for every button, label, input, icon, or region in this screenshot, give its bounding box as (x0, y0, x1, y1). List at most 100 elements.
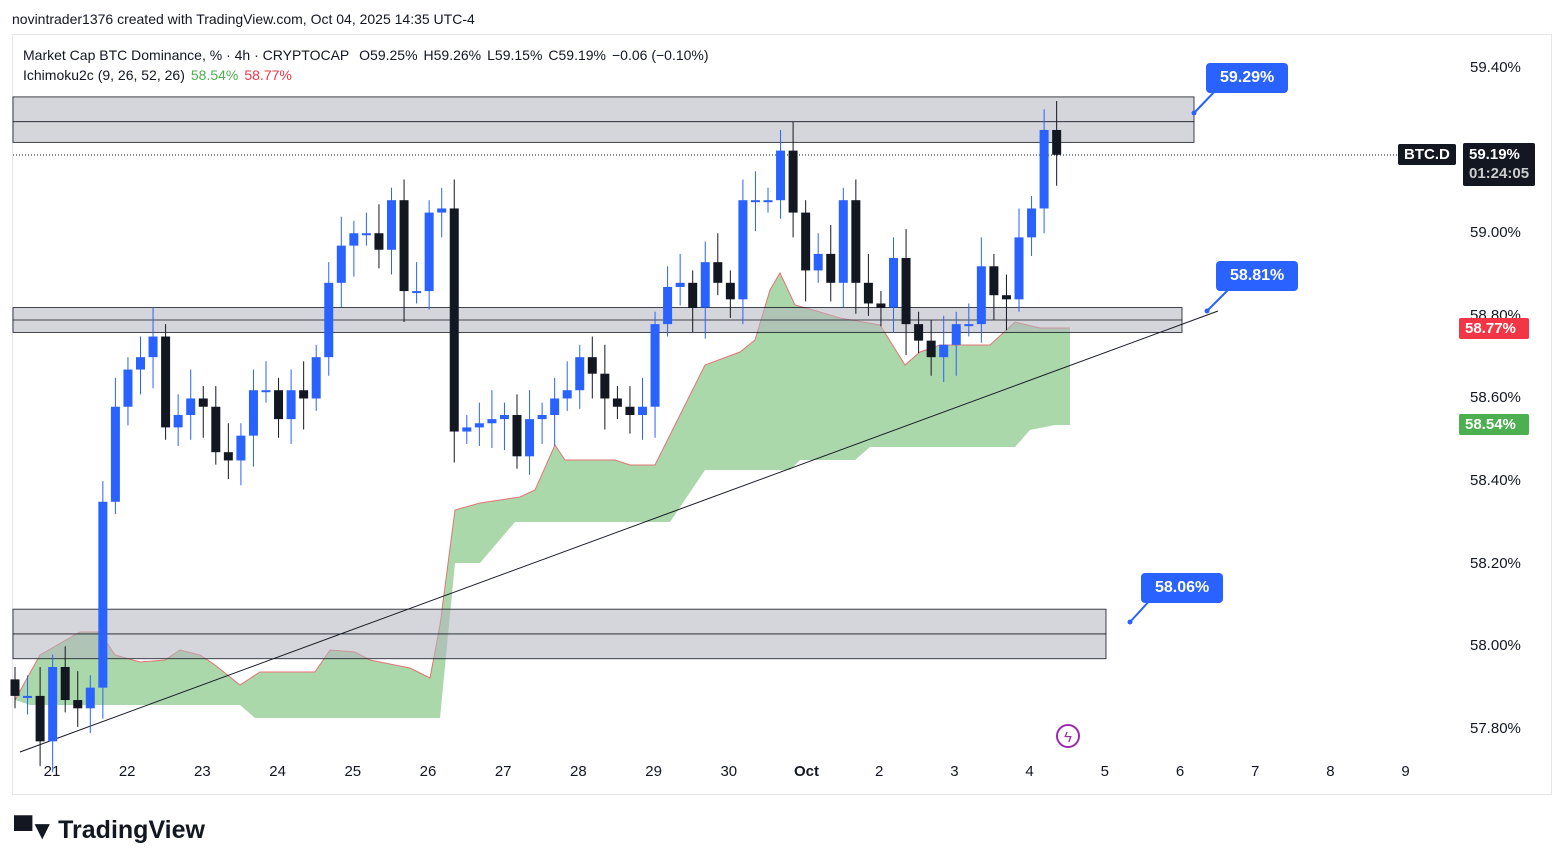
candle (939, 344, 949, 358)
candle (274, 390, 284, 420)
candle (650, 324, 660, 407)
candle (110, 406, 120, 502)
price-tick: 58.00% (1470, 637, 1521, 655)
candle (838, 200, 848, 283)
green-line-tag: 58.54% (1459, 414, 1529, 435)
candle (600, 373, 610, 399)
candle (625, 406, 635, 416)
symbol-tag: BTC.D (1398, 144, 1456, 165)
candle (48, 666, 58, 742)
time-tick: 22 (118, 763, 136, 780)
candle (763, 200, 773, 203)
price-callout-low[interactable]: 58.06% (1141, 573, 1224, 603)
candle (186, 398, 196, 416)
candle (738, 200, 748, 300)
candle (989, 266, 999, 296)
candle (976, 266, 986, 325)
candle (525, 419, 535, 457)
candle (136, 357, 145, 370)
candle (951, 324, 961, 345)
candle (60, 666, 70, 701)
price-tick: 59.00% (1470, 224, 1521, 242)
candle (512, 415, 522, 457)
time-tick: 5 (1100, 763, 1109, 780)
candle (1001, 295, 1011, 300)
candle (914, 324, 924, 341)
candle (286, 390, 296, 420)
price-callout-top[interactable]: 59.29% (1206, 63, 1289, 93)
tradingview-logo: ▀▼ TradingView (14, 815, 205, 845)
candle (123, 369, 133, 407)
time-tick: 7 (1251, 763, 1260, 780)
candle (788, 150, 798, 213)
candle (399, 200, 409, 292)
candle (73, 700, 83, 709)
candle (311, 357, 321, 399)
candle (926, 340, 936, 358)
candle (98, 501, 108, 688)
time-tick: 8 (1326, 763, 1335, 780)
candle (863, 282, 873, 304)
candle (23, 695, 33, 698)
last-price: 59.19% (1469, 146, 1520, 163)
candle (336, 245, 346, 283)
low-value: L59.15% (487, 47, 543, 63)
candle (537, 415, 547, 420)
candle (587, 357, 597, 374)
candle (85, 687, 95, 709)
indicator-title[interactable]: Ichimoku2c (9, 26, 52, 26) (23, 67, 185, 83)
chart-frame[interactable] (12, 34, 1552, 795)
candle (1039, 129, 1049, 209)
indicator-green-value: 58.54% (190, 67, 239, 83)
candle (324, 282, 334, 358)
candle (725, 282, 735, 300)
time-tick: 28 (570, 763, 587, 780)
symbol-title: Market Cap BTC Dominance, % · 4h · CRYPT… (23, 47, 350, 63)
anchor-point (1127, 619, 1133, 625)
price-tick: 58.60% (1470, 389, 1521, 407)
lightning-icon[interactable]: ϟ (1056, 724, 1080, 748)
price-tick: 57.80% (1470, 719, 1521, 737)
time-tick: 26 (419, 763, 437, 780)
price-tick: 58.40% (1470, 472, 1521, 490)
candle (663, 286, 673, 325)
last-price-tag: 59.19% 01:24:05 (1463, 143, 1536, 186)
candle (889, 258, 898, 308)
time-tick: 21 (43, 763, 61, 780)
candle (1052, 129, 1062, 155)
candle (211, 406, 221, 453)
time-tick: 3 (950, 763, 959, 780)
candle (161, 336, 171, 428)
time-tick: 9 (1401, 763, 1410, 780)
price-callout-mid[interactable]: 58.81% (1216, 261, 1299, 291)
candle (1027, 208, 1037, 238)
callout-pointer (1206, 287, 1231, 312)
candle (299, 390, 309, 399)
candle (462, 427, 472, 432)
candle (223, 452, 233, 461)
time-tick: 4 (1025, 763, 1034, 780)
candle (487, 419, 497, 424)
candle (173, 415, 183, 428)
candle (349, 233, 359, 246)
candle (675, 282, 685, 287)
candle (612, 398, 622, 407)
credit-text: novintrader1376 created with TradingView… (12, 11, 475, 27)
time-tick: 25 (344, 763, 362, 780)
candle (437, 208, 447, 213)
time-tick: 23 (194, 763, 211, 780)
candle (776, 150, 786, 201)
zone-box (12, 96, 1195, 143)
candle (901, 258, 911, 325)
candle (35, 695, 45, 742)
candle (876, 303, 886, 308)
open-value: O59.25% (359, 47, 418, 63)
time-tick: 27 (494, 763, 512, 780)
candle (801, 212, 811, 271)
candle (248, 390, 258, 436)
anchor-point (1191, 110, 1197, 116)
candle (851, 200, 861, 283)
close-value: C59.19% (548, 47, 606, 63)
time-tick: 6 (1175, 763, 1185, 780)
